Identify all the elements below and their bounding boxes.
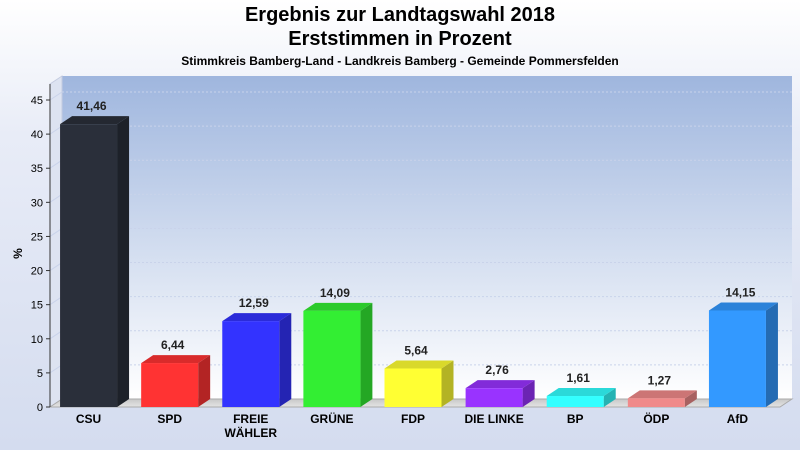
grid-line-side <box>49 193 63 203</box>
y-axis-label: % <box>11 248 25 259</box>
x-tick-label: BP <box>567 412 584 426</box>
data-label: 12,59 <box>239 296 269 310</box>
data-label: 14,15 <box>725 285 755 299</box>
bar-side <box>522 380 535 407</box>
grid-line-side <box>49 330 63 340</box>
bar-front <box>384 368 442 407</box>
grid-line-side <box>49 262 63 271</box>
bar-freie-wähler <box>222 313 292 407</box>
x-tick-label: SPD <box>157 412 182 426</box>
y-tick-label: 15 <box>31 300 43 312</box>
y-tick-label: 20 <box>31 266 43 278</box>
data-label: 2,76 <box>485 363 509 377</box>
bar-front <box>627 398 685 407</box>
bar-die-linke <box>465 380 535 407</box>
y-tick-label: 25 <box>31 231 43 243</box>
data-label: 5,64 <box>404 344 428 358</box>
x-tick-label: FREIE <box>233 412 268 426</box>
data-label: 41,46 <box>77 99 107 113</box>
data-label: 14,09 <box>320 286 350 300</box>
y-tick-label: 0 <box>37 402 43 414</box>
bar-top <box>303 302 373 311</box>
bar-top <box>60 116 130 125</box>
chart-title: Ergebnis zur Landtagswahl 2018 <box>244 4 556 26</box>
grid-line-side <box>49 364 63 374</box>
y-tick-label: 40 <box>31 129 43 141</box>
y-tick-label: 5 <box>37 368 43 380</box>
bar-front <box>141 363 199 407</box>
y-tick-label: 10 <box>31 334 43 346</box>
chart-title-line-2: Erststimmen in Prozent <box>288 28 512 50</box>
bar-top <box>222 313 292 322</box>
bar-front <box>303 310 361 407</box>
grid-line-side <box>49 228 63 237</box>
y-tick-label: 30 <box>31 197 43 209</box>
bar-spd <box>141 355 211 407</box>
bar-top <box>465 380 535 389</box>
bar-bp <box>546 388 616 407</box>
bar-top <box>708 302 778 311</box>
bar-csu <box>60 116 130 407</box>
grid-line-side <box>49 91 63 101</box>
x-tick-label: CSU <box>76 412 101 426</box>
data-label: 6,44 <box>161 338 185 352</box>
bar-front <box>546 396 604 407</box>
bar-front <box>222 321 280 407</box>
grid-line-side <box>49 296 63 306</box>
bar-grüne <box>303 302 373 407</box>
x-tick-label: GRÜNE <box>310 411 353 426</box>
x-tick-label: DIE LINKE <box>464 412 523 426</box>
bar-side <box>441 360 454 407</box>
x-tick-label: ÖDP <box>643 411 669 426</box>
chart-subtitle: Stimmkreis Bamberg-Land - Landkreis Bamb… <box>181 54 619 68</box>
bar-afd <box>708 302 778 407</box>
bar-top <box>627 390 697 399</box>
bar-ödp <box>627 390 697 407</box>
bar-side <box>603 388 616 407</box>
y-tick-label: 35 <box>31 163 43 175</box>
bar-front <box>465 388 523 407</box>
bar-side <box>684 390 697 407</box>
x-tick-label: WÄHLER <box>224 425 277 440</box>
bar-top <box>546 388 616 397</box>
bar-fdp <box>384 360 454 407</box>
x-tick-label: FDP <box>401 412 425 426</box>
grid-line-side <box>49 125 63 135</box>
plot-background <box>62 76 792 399</box>
x-tick-label: AfD <box>727 412 749 426</box>
bar-top <box>384 360 454 369</box>
y-tick-label: 45 <box>31 95 43 107</box>
bar-front <box>60 124 118 407</box>
bar-top <box>141 355 211 364</box>
bar-front <box>708 310 766 407</box>
data-label: 1,61 <box>567 371 591 385</box>
bar-side <box>279 313 292 407</box>
bar-side <box>765 302 778 407</box>
grid-line-side <box>49 159 63 169</box>
bar-side <box>198 355 211 407</box>
bar-side <box>117 116 130 407</box>
bar-side <box>360 302 373 407</box>
data-label: 1,27 <box>648 373 672 387</box>
